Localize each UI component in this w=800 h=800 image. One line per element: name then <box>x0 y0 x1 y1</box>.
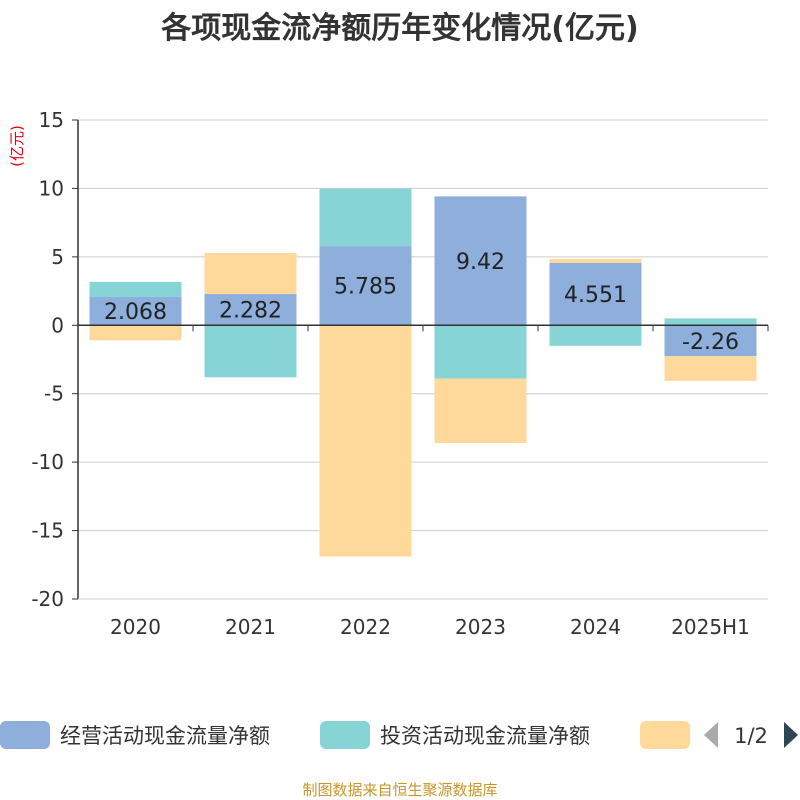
y-tick-label: -10 <box>31 450 64 474</box>
legend-page-indicator: 1/2 <box>734 724 768 748</box>
bar-2025H1-series-1 <box>664 325 757 357</box>
legend-swatch-3 <box>640 721 690 749</box>
bar-2020-series-1 <box>89 296 182 326</box>
bar-2021-series-1 <box>204 294 297 326</box>
bar-2024-series-1 <box>549 263 642 326</box>
x-tick-label: 2022 <box>340 615 391 639</box>
y-tick-label: 0 <box>51 313 64 337</box>
data-label: 2.068 <box>104 300 167 325</box>
bar-2021-series-3 <box>204 252 297 295</box>
legend-label-1: 经营活动现金流量净额 <box>60 724 270 748</box>
data-label: 9.42 <box>456 250 505 275</box>
data-label: 5.785 <box>334 275 397 300</box>
data-labels: 2.068 2.282 5.785 9.42 4.551 -2.26 <box>104 250 739 355</box>
bar-2022-series-2 <box>319 188 412 247</box>
axes: 15 10 5 0 -5 -10 -15 -20 2020 2021 2022 2023 2024 202… <box>31 108 769 639</box>
y-tick-label: 15 <box>39 108 64 132</box>
bar-2020-series-2 <box>89 281 182 297</box>
data-label: 2.282 <box>219 299 282 324</box>
bars <box>89 188 757 557</box>
source-note: 制图数据来自恒生聚源数据库 <box>302 781 497 799</box>
bar-2025H1-series-2 <box>664 318 757 326</box>
legend-prev-icon <box>704 722 718 748</box>
legend-next-icon <box>784 722 798 748</box>
y-tick-label: -20 <box>31 587 64 611</box>
legend-swatch-1 <box>0 721 50 749</box>
data-label: -2.26 <box>682 330 739 355</box>
legend: 经营活动现金流量净额 投资活动现金流量净额 1/2 <box>0 721 798 749</box>
legend-swatch-2 <box>320 721 370 749</box>
bar-2022-series-1 <box>319 246 412 326</box>
x-tick-label: 2023 <box>455 615 506 639</box>
legend-label-2: 投资活动现金流量净额 <box>380 724 590 748</box>
y-tick-label: -5 <box>44 382 64 406</box>
bar-2021-series-2 <box>204 325 297 378</box>
x-tick-label: 2025H1 <box>671 615 750 639</box>
bar-2024-series-2 <box>549 325 642 346</box>
bar-2024-series-3 <box>549 258 642 264</box>
bar-2023-series-2 <box>434 325 527 379</box>
x-tick-label: 2024 <box>570 615 621 639</box>
bar-2023-series-3 <box>434 378 527 443</box>
chart-title: 各项现金流净额历年变化情况(亿元) <box>160 11 638 46</box>
bar-2025H1-series-3 <box>664 356 757 381</box>
x-tick-label: 2021 <box>225 615 276 639</box>
bar-2023-series-1 <box>434 196 527 326</box>
y-tick-label: 5 <box>51 245 64 269</box>
x-tick-label: 2020 <box>110 615 161 639</box>
data-label: 4.551 <box>564 283 627 308</box>
y-tick-label: -15 <box>31 519 64 543</box>
y-tick-label: 10 <box>39 176 64 200</box>
y-axis-unit: (亿元) <box>8 125 26 167</box>
bar-2022-series-3 <box>319 325 412 557</box>
bar-2020-series-3 <box>89 325 182 341</box>
